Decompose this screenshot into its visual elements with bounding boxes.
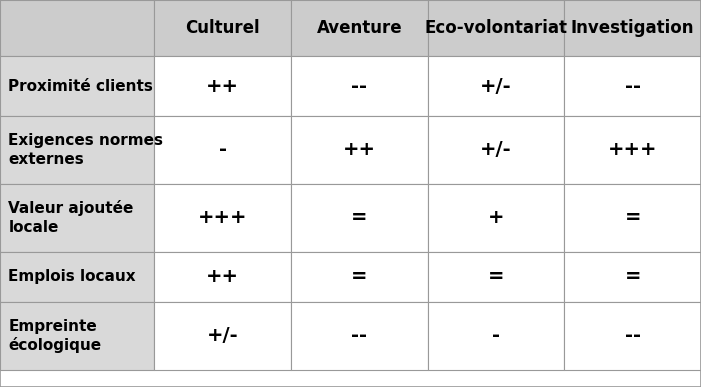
Text: externes: externes: [8, 152, 84, 167]
Text: Valeur ajoutée: Valeur ajoutée: [8, 200, 134, 216]
Text: --: --: [625, 77, 641, 96]
Text: --: --: [351, 77, 367, 96]
Bar: [291, 116, 428, 184]
Bar: [291, 0, 428, 56]
Bar: [291, 302, 428, 370]
Bar: [428, 56, 564, 116]
Bar: [564, 184, 701, 252]
Bar: [154, 184, 291, 252]
Bar: [0, 0, 154, 56]
Bar: [0, 116, 154, 184]
Bar: [154, 116, 291, 184]
Bar: [428, 0, 564, 56]
Text: +/-: +/-: [207, 326, 238, 345]
Bar: [154, 0, 291, 56]
Bar: [428, 184, 564, 252]
Bar: [0, 184, 154, 252]
Text: -: -: [492, 326, 500, 345]
Text: =: =: [625, 208, 641, 227]
Text: Culturel: Culturel: [185, 19, 260, 37]
Bar: [0, 56, 154, 116]
Text: Eco-volontariat: Eco-volontariat: [425, 19, 567, 37]
Text: =: =: [351, 208, 367, 227]
Text: =: =: [351, 267, 367, 286]
Text: -: -: [219, 140, 226, 159]
Bar: [291, 56, 428, 116]
Bar: [428, 302, 564, 370]
Bar: [428, 116, 564, 184]
Text: +++: +++: [198, 208, 247, 227]
Text: Investigation: Investigation: [571, 19, 695, 37]
Bar: [291, 252, 428, 302]
Bar: [291, 184, 428, 252]
Text: Aventure: Aventure: [316, 19, 402, 37]
Text: locale: locale: [8, 220, 59, 235]
Bar: [428, 252, 564, 302]
Bar: [564, 116, 701, 184]
Text: écologique: écologique: [8, 337, 102, 353]
Bar: [154, 302, 291, 370]
Text: +/-: +/-: [480, 77, 512, 96]
Text: Proximité clients: Proximité clients: [8, 79, 154, 94]
Text: ++: ++: [206, 77, 239, 96]
Text: Empreinte: Empreinte: [8, 319, 97, 334]
Bar: [564, 0, 701, 56]
Text: --: --: [625, 326, 641, 345]
Text: ++: ++: [206, 267, 239, 286]
Bar: [0, 252, 154, 302]
Bar: [564, 302, 701, 370]
Bar: [564, 252, 701, 302]
Text: Emplois locaux: Emplois locaux: [8, 269, 136, 284]
Text: =: =: [488, 267, 504, 286]
Bar: [154, 56, 291, 116]
Text: +: +: [488, 208, 504, 227]
Bar: [154, 252, 291, 302]
Bar: [564, 56, 701, 116]
Text: --: --: [351, 326, 367, 345]
Bar: [0, 302, 154, 370]
Text: +++: +++: [608, 140, 658, 159]
Text: Exigences normes: Exigences normes: [8, 133, 163, 148]
Text: +/-: +/-: [480, 140, 512, 159]
Text: =: =: [625, 267, 641, 286]
Text: ++: ++: [343, 140, 376, 159]
